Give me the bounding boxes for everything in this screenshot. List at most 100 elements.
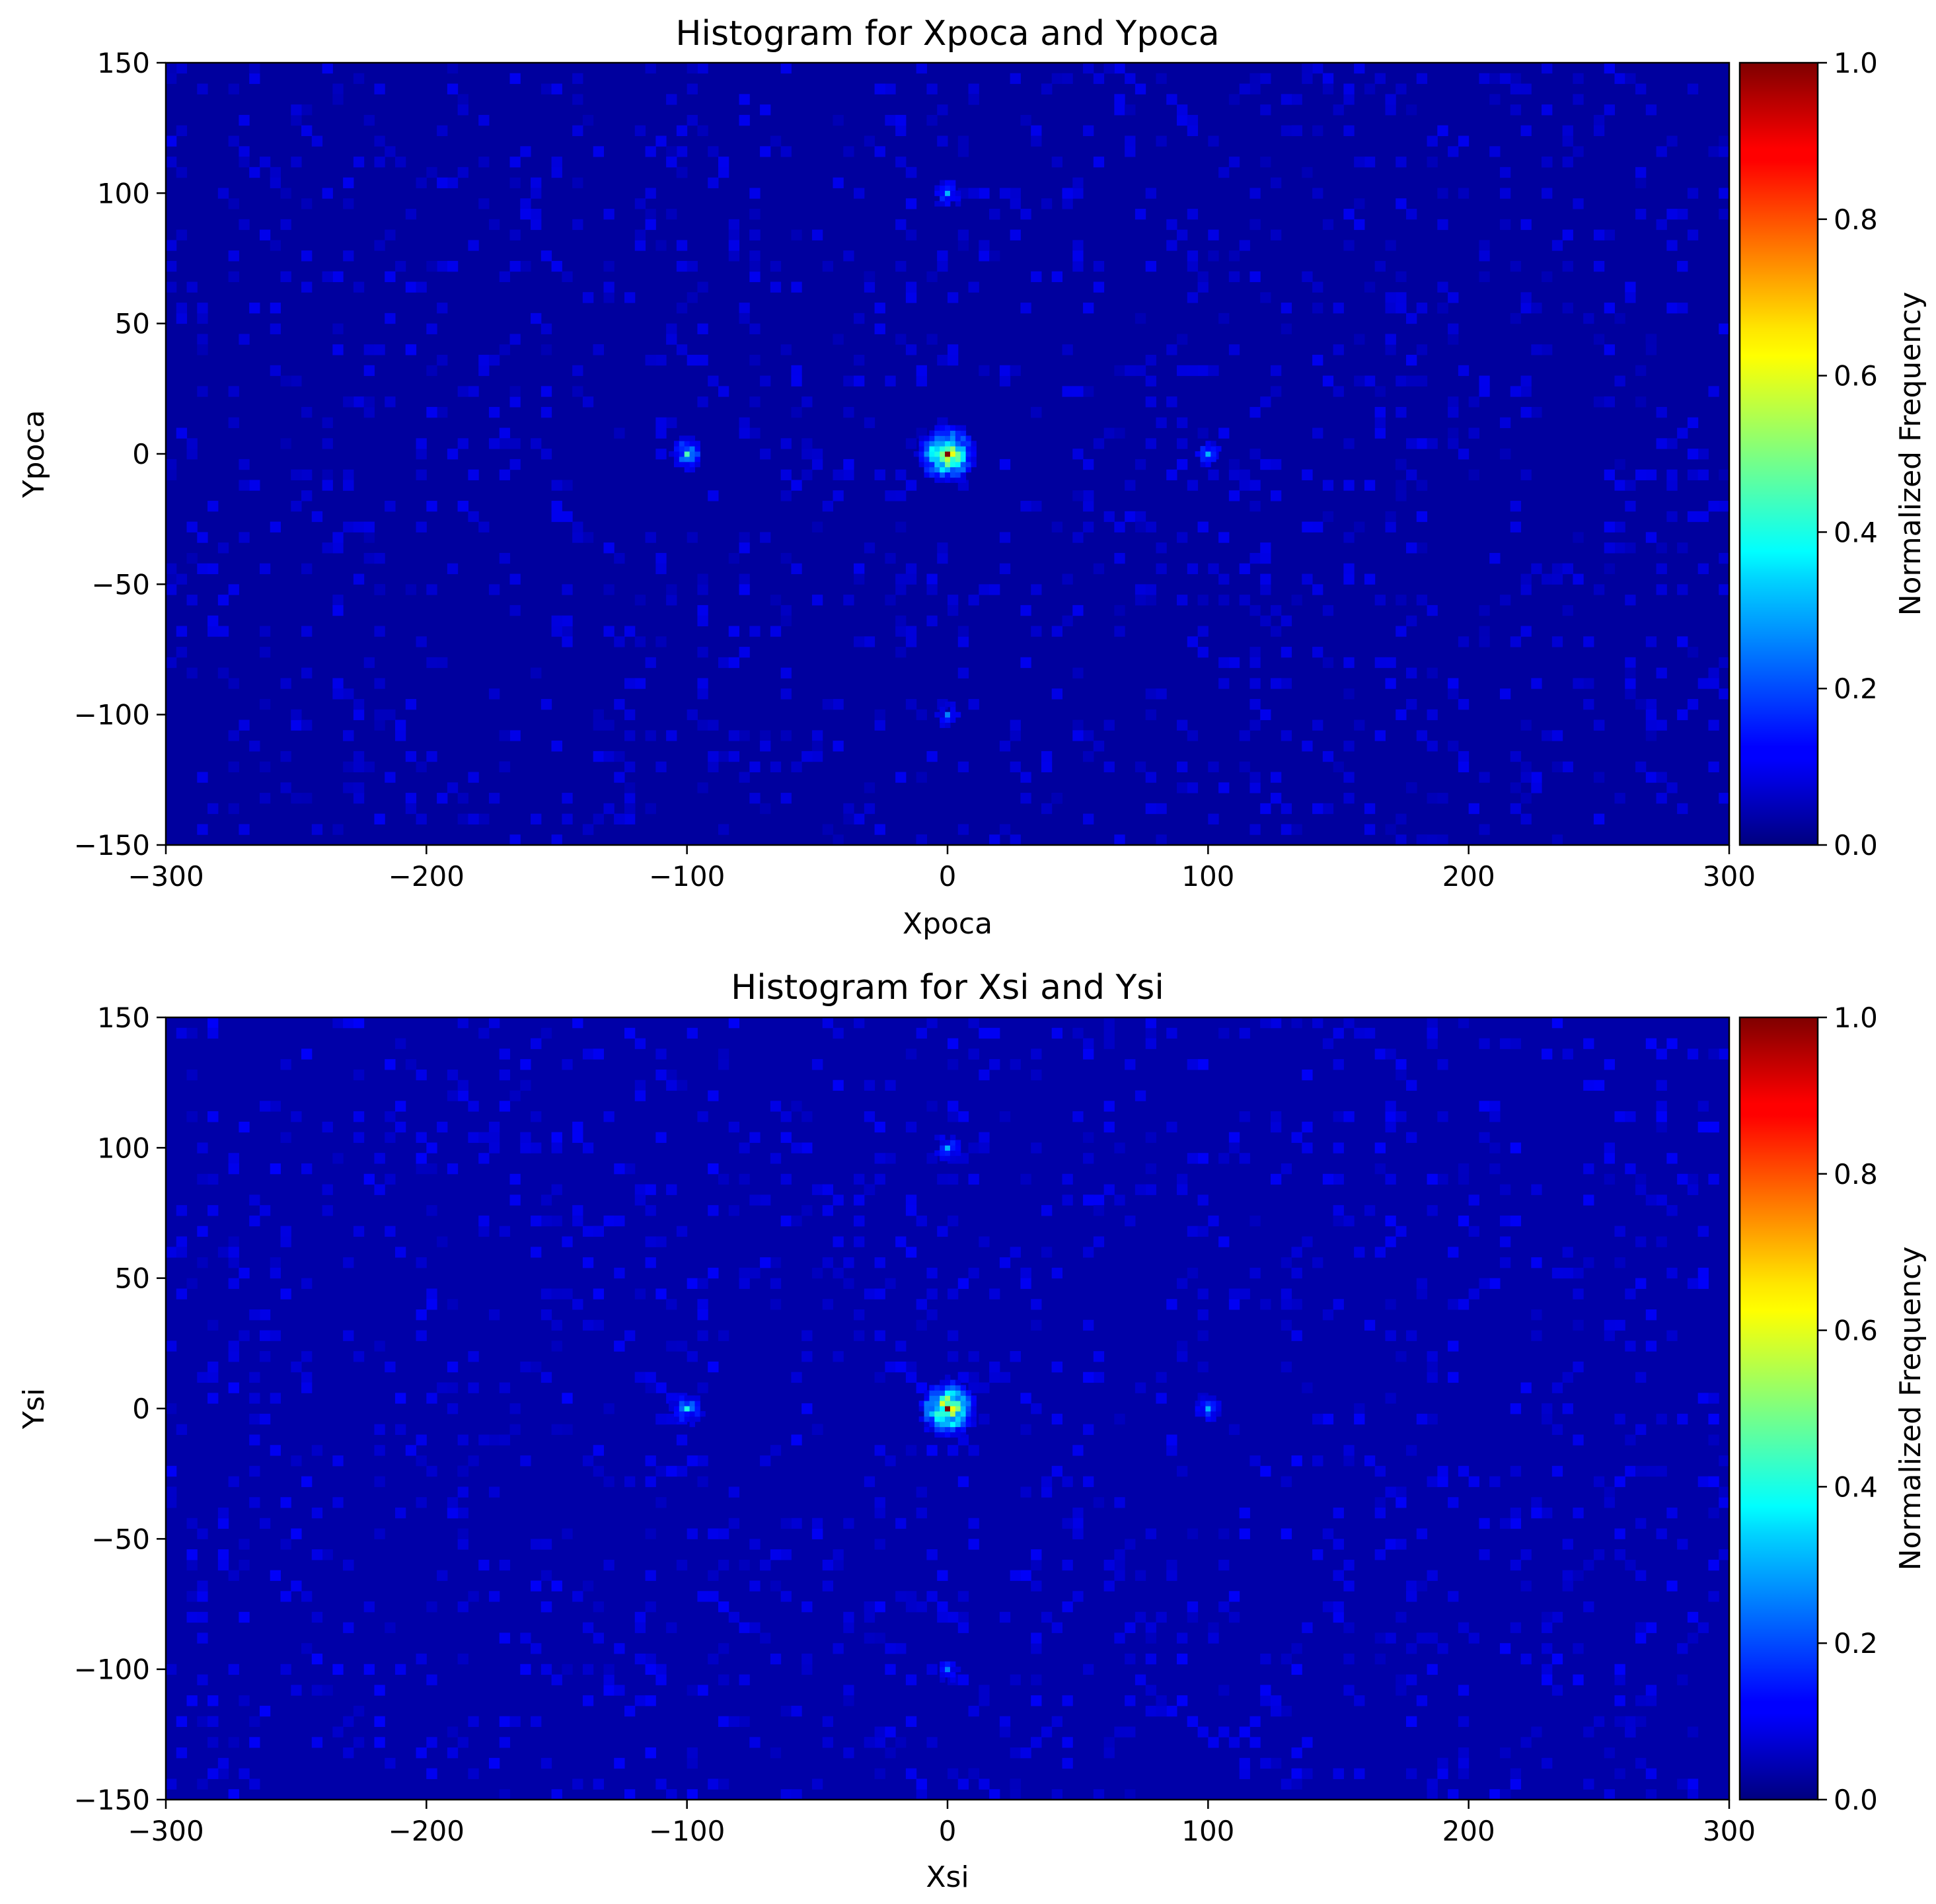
heatmap-bin <box>1291 1299 1302 1310</box>
heatmap-bin <box>1499 73 1511 85</box>
cluster-bin <box>945 446 951 452</box>
heatmap-bin <box>1406 1080 1417 1091</box>
heatmap-bin <box>780 1591 792 1602</box>
heatmap-bin <box>166 135 177 147</box>
colorbar-tick-label: 0.4 <box>1834 516 1878 548</box>
heatmap-bin <box>1020 1278 1031 1289</box>
heatmap-bin <box>1510 1559 1522 1571</box>
heatmap-bin <box>687 1757 698 1769</box>
heatmap-bin <box>854 355 865 366</box>
heatmap-bin <box>239 1611 250 1623</box>
heatmap-bin <box>937 1601 948 1613</box>
chart-title: Histogram for Xpoca and Ypoca <box>675 14 1219 54</box>
heatmap-bin <box>687 83 698 94</box>
heatmap-bin <box>1239 83 1250 94</box>
heatmap-bin <box>1531 563 1542 575</box>
heatmap-bin <box>864 1184 875 1195</box>
heatmap-bin <box>1687 1048 1699 1060</box>
heatmap-bin <box>1103 1101 1115 1112</box>
heatmap-bin <box>499 1226 511 1237</box>
heatmap-bin <box>1333 1215 1344 1227</box>
heatmap-bin <box>488 1591 500 1602</box>
heatmap-bin <box>488 1121 500 1133</box>
heatmap-bin <box>926 1017 938 1029</box>
heatmap-bin <box>426 657 437 669</box>
heatmap-bin <box>645 1601 656 1613</box>
cluster-bin <box>940 201 946 207</box>
heatmap-bin <box>1396 458 1407 470</box>
heatmap-bin <box>1031 1695 1042 1706</box>
heatmap-bin <box>791 1434 802 1446</box>
heatmap-bin <box>1302 469 1313 480</box>
cluster-bin <box>689 441 695 447</box>
cluster-bin <box>924 472 930 478</box>
heatmap-bin <box>624 1163 636 1175</box>
x-tick-label: 300 <box>1703 860 1756 893</box>
heatmap-bin <box>895 1643 907 1654</box>
heatmap-bin <box>1312 63 1323 74</box>
heatmap-bin <box>708 146 719 157</box>
heatmap-bin <box>1542 1664 1553 1675</box>
heatmap-bin <box>1573 1361 1584 1373</box>
heatmap-bin <box>1218 1528 1230 1539</box>
heatmap-bin <box>957 761 969 772</box>
heatmap-bin <box>791 761 802 772</box>
heatmap-bin <box>905 1048 917 1060</box>
cluster-bin <box>694 456 700 462</box>
heatmap-bin <box>1218 1685 1230 1696</box>
heatmap-bin <box>1145 1027 1156 1039</box>
heatmap-bin <box>1719 657 1730 669</box>
heatmap-bin <box>801 449 813 460</box>
heatmap-bin <box>1510 1768 1522 1779</box>
heatmap-bin <box>999 365 1011 377</box>
heatmap-bin <box>1051 626 1063 637</box>
heatmap-bin <box>1562 135 1573 147</box>
cluster-bin <box>940 425 946 431</box>
heatmap-bin <box>655 1382 667 1393</box>
heatmap-bin <box>1542 104 1553 116</box>
heatmap-bin <box>1177 1173 1188 1185</box>
heatmap-bin <box>655 1465 667 1477</box>
heatmap-bin <box>811 751 823 762</box>
heatmap-bin <box>593 1778 604 1790</box>
y-tick-label: −150 <box>74 829 150 861</box>
heatmap-bin <box>1385 1048 1396 1060</box>
heatmap-bin <box>1583 1726 1594 1738</box>
heatmap-bin <box>572 177 583 188</box>
heatmap-bin <box>739 1559 750 1571</box>
heatmap-bin <box>864 1288 875 1300</box>
heatmap-bin <box>718 1059 729 1070</box>
heatmap-bin <box>1145 1038 1156 1049</box>
heatmap-bin <box>197 532 208 543</box>
heatmap-bin <box>791 406 802 418</box>
heatmap-bin <box>843 1518 854 1529</box>
heatmap-bin <box>926 1288 938 1300</box>
heatmap-bin <box>634 240 646 251</box>
heatmap-bin <box>1166 1121 1177 1133</box>
heatmap-bin <box>207 615 219 626</box>
heatmap-bin <box>1228 1132 1240 1143</box>
heatmap-bin <box>1542 1611 1553 1623</box>
cluster-bin <box>945 201 951 207</box>
heatmap-bin <box>468 1716 479 1727</box>
heatmap-bin <box>1051 1622 1063 1633</box>
heatmap-bin <box>1614 1674 1625 1685</box>
heatmap-bin <box>1343 1622 1355 1633</box>
heatmap-bin <box>301 1048 313 1060</box>
heatmap-bin <box>1458 1017 1470 1029</box>
heatmap-bin <box>1406 1643 1417 1654</box>
heatmap-bin <box>968 83 979 94</box>
heatmap-bin <box>1187 1528 1199 1539</box>
heatmap-bin <box>1562 157 1573 168</box>
heatmap-bin <box>697 63 708 74</box>
heatmap-bin <box>979 188 990 199</box>
heatmap-bin <box>1260 458 1271 470</box>
heatmap-bin <box>405 209 417 220</box>
heatmap-bin <box>676 344 688 355</box>
heatmap-bin <box>655 1132 667 1143</box>
heatmap-bin <box>1302 1121 1313 1133</box>
heatmap-bin <box>874 83 885 94</box>
heatmap-bin <box>1468 1632 1479 1644</box>
heatmap-bin <box>1218 427 1230 439</box>
heatmap-bin <box>488 584 500 595</box>
